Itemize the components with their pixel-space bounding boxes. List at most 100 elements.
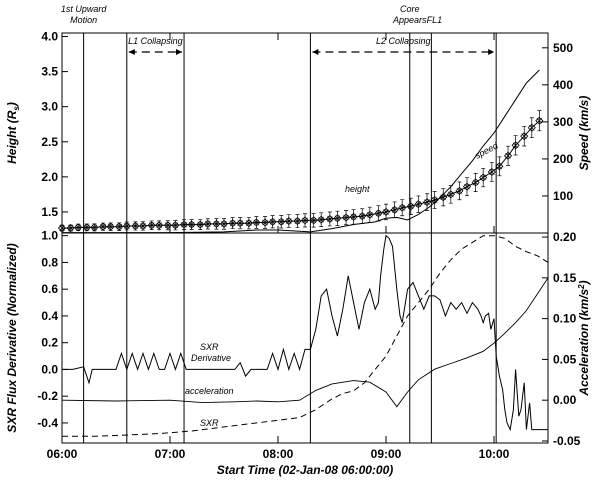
sxr-derivative-tick-label: -0.2 xyxy=(37,389,58,403)
height-point-marker xyxy=(309,216,318,225)
height-point xyxy=(520,125,529,147)
height-point-marker xyxy=(66,224,75,233)
height-point xyxy=(414,195,423,213)
height-point xyxy=(495,156,504,177)
height-point-marker xyxy=(187,220,196,229)
height-point-marker xyxy=(520,132,529,141)
height-point-marker xyxy=(236,219,245,228)
height-point xyxy=(406,197,415,215)
speed-tick-label: 300 xyxy=(553,115,573,129)
height-point-errorbar xyxy=(75,223,81,231)
height-point-marker xyxy=(293,217,302,226)
height-point-errorbar xyxy=(67,224,74,232)
height-point xyxy=(422,193,432,211)
height-point-marker xyxy=(462,182,472,191)
height-point-marker xyxy=(284,217,293,226)
height-point xyxy=(479,167,488,188)
height-point-marker xyxy=(115,222,124,231)
height-point-errorbar xyxy=(278,215,284,229)
height-point-errorbar xyxy=(327,211,333,227)
height-point xyxy=(277,215,286,229)
height-point-marker xyxy=(495,162,504,171)
height-point-marker xyxy=(406,202,415,211)
height-point-errorbar xyxy=(132,221,139,231)
bottom-panel-frame xyxy=(61,232,549,444)
height-point xyxy=(90,223,99,232)
acceleration-tick-label: 0.15 xyxy=(553,271,577,285)
height-point-errorbar xyxy=(156,220,162,231)
height-point-marker xyxy=(422,198,432,207)
height-point xyxy=(341,210,351,226)
height-point-marker xyxy=(300,216,310,225)
height-point xyxy=(252,216,261,229)
height-point xyxy=(300,213,310,228)
height-point-errorbar xyxy=(318,212,324,227)
height-point-marker xyxy=(171,221,180,230)
height-point-marker xyxy=(358,212,367,221)
height-point-marker xyxy=(219,219,229,228)
x-axis-title: Start Time (02-Jan-08 06:00:00) xyxy=(217,463,394,477)
height-point xyxy=(203,218,212,230)
time-tick-label: 09:00 xyxy=(371,447,402,461)
height-point-marker xyxy=(341,213,351,222)
sxr-derivative-label: SXR xyxy=(200,342,219,352)
height-point-marker xyxy=(446,190,455,199)
height-point-errorbar xyxy=(107,222,114,231)
sxr-derivative-tick-label: 0.2 xyxy=(41,336,58,350)
height-point xyxy=(244,217,253,230)
height-point-marker xyxy=(430,195,439,205)
height-point xyxy=(511,135,520,156)
speed-tick-label: 100 xyxy=(553,189,573,203)
height-point-marker xyxy=(90,223,99,232)
height-point xyxy=(115,222,124,231)
height-point-marker xyxy=(138,221,148,231)
height-point-marker xyxy=(317,215,326,224)
height-point-errorbar xyxy=(350,209,357,225)
height-point xyxy=(106,222,115,231)
height-point-errorbar xyxy=(424,193,430,211)
height-point-errorbar xyxy=(343,210,349,226)
height-point-errorbar xyxy=(286,214,292,228)
height-point xyxy=(293,214,302,228)
height-point xyxy=(374,205,383,222)
collapse-label: L2 Collapsing xyxy=(376,36,431,46)
height-point-errorbar xyxy=(529,117,535,139)
height-point-errorbar xyxy=(140,221,146,231)
height-point xyxy=(196,219,205,230)
height-point-errorbar xyxy=(229,217,236,230)
height-point xyxy=(325,211,334,227)
height-point xyxy=(260,216,270,229)
height-point xyxy=(171,220,180,231)
sxr-derivative-tick-label: -0.4 xyxy=(37,416,58,430)
top-axis-ticks: 1.5 2.0 2.5 3.0 3.5 4.0 100 200 300 400 500 xyxy=(41,30,573,219)
height-point-marker xyxy=(487,167,496,177)
height-point-errorbar xyxy=(431,191,438,209)
height-point-errorbar xyxy=(188,219,195,230)
height-point xyxy=(219,218,229,230)
height-point-errorbar xyxy=(294,214,301,228)
height-point-errorbar xyxy=(496,156,503,177)
top-panel-frame xyxy=(61,32,549,234)
height-point-errorbar xyxy=(59,224,65,232)
height-point-errorbar xyxy=(367,206,373,223)
speed-axis-title: Speed (km/s) xyxy=(577,96,591,171)
height-point-marker xyxy=(349,212,358,221)
height-point-errorbar xyxy=(197,219,203,230)
height-tick-label: 3.0 xyxy=(41,100,58,114)
height-point-errorbar xyxy=(100,222,106,231)
height-point xyxy=(284,214,293,228)
height-point-marker xyxy=(390,205,399,214)
speed-tick-label: 500 xyxy=(553,41,573,55)
sxr-derivative-label-line2: Derivative xyxy=(191,353,231,363)
height-point-marker xyxy=(333,214,342,223)
height-point xyxy=(333,210,342,226)
height-point-marker xyxy=(196,220,205,229)
sxr-derivative-tick-label: 1.0 xyxy=(41,229,58,243)
bottom-axis-ticks: -0.4 -0.2 0.0 0.2 0.4 0.6 0.8 1.0 -0.05 0.00 0.05 0… xyxy=(37,33,581,461)
height-point-errorbar xyxy=(472,173,479,192)
height-point-marker xyxy=(535,116,544,125)
collapse-arrow-right xyxy=(176,49,183,55)
height-point-errorbar xyxy=(512,135,519,156)
